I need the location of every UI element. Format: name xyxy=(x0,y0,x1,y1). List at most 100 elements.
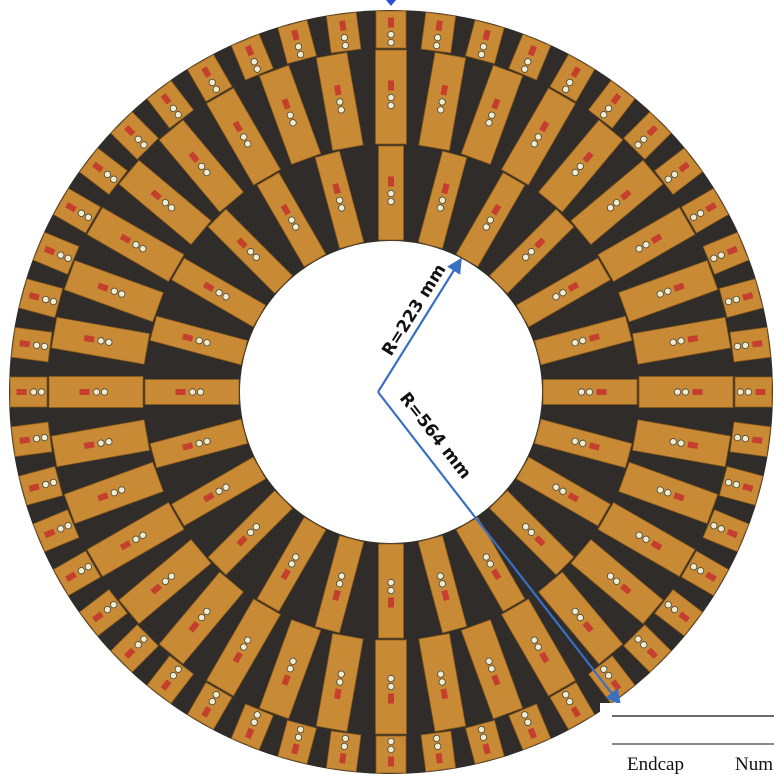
connector-dot xyxy=(212,85,220,93)
connector-dot xyxy=(736,388,745,396)
connector-dot xyxy=(134,641,142,649)
connector-dot xyxy=(485,119,493,127)
connector-dot xyxy=(434,33,442,42)
connector-dot xyxy=(338,572,346,580)
sensor-chip xyxy=(160,93,172,105)
connector-dot xyxy=(49,297,58,306)
sensor-chip xyxy=(726,245,739,256)
module-board xyxy=(110,624,159,673)
connector-dot xyxy=(105,438,113,446)
sensor-module xyxy=(158,119,245,213)
connector-dot xyxy=(433,41,441,50)
sensor-module xyxy=(501,598,576,697)
connector-dot xyxy=(732,480,740,489)
sensor-chip xyxy=(92,161,104,173)
connector-dot xyxy=(605,104,613,113)
top-marker-arrow-icon xyxy=(386,0,396,6)
sensor-chip xyxy=(646,125,658,137)
connector-dot xyxy=(32,435,41,443)
connector-dot xyxy=(613,199,621,207)
middle-ring xyxy=(48,49,734,735)
sensor-module xyxy=(534,418,633,469)
connector-dot xyxy=(562,85,570,93)
connector-dot xyxy=(140,141,148,149)
connector-dot xyxy=(252,523,260,531)
connector-dot xyxy=(436,204,444,212)
connector-dot xyxy=(244,636,252,644)
connector-dot xyxy=(167,204,176,212)
connector-dot xyxy=(292,223,300,231)
sensor-chip xyxy=(188,621,200,633)
connector-dot xyxy=(247,528,255,536)
sensor-modules xyxy=(9,10,773,774)
connector-dot xyxy=(110,175,118,183)
connector-dot xyxy=(562,691,570,699)
sensor-chip xyxy=(339,752,347,764)
sensor-chip xyxy=(339,20,347,32)
connector-dot xyxy=(577,388,586,396)
connector-dot xyxy=(250,58,258,66)
sensor-module xyxy=(79,588,128,637)
sensor-module xyxy=(418,633,467,732)
connector-dot xyxy=(294,733,303,741)
connector-dot xyxy=(488,111,496,119)
sensor-module xyxy=(549,53,596,103)
sensor-chip xyxy=(570,66,581,78)
sensor-chip xyxy=(388,756,394,767)
sensor-chip xyxy=(534,535,546,547)
table-header-background xyxy=(590,745,774,775)
sensor-module xyxy=(680,550,730,597)
connector-dot xyxy=(724,478,733,487)
outer-ring xyxy=(9,10,773,774)
sensor-chip xyxy=(687,441,699,450)
connector-dot xyxy=(741,435,750,443)
module-board xyxy=(718,278,764,318)
connector-dot xyxy=(696,567,705,575)
module-board xyxy=(623,624,672,673)
connector-dot xyxy=(77,209,86,217)
sensor-chip xyxy=(435,752,443,764)
connector-dot xyxy=(477,725,486,734)
sensor-chip xyxy=(527,44,538,57)
sensor-chip xyxy=(678,611,690,623)
module-board xyxy=(186,681,233,731)
connector-dot xyxy=(29,388,38,396)
module-board xyxy=(325,730,362,773)
sensor-chip xyxy=(65,571,77,582)
sensor-module xyxy=(515,456,611,527)
sensor-module xyxy=(537,119,624,213)
connector-dot xyxy=(40,434,49,442)
sensor-chip xyxy=(650,233,663,244)
connector-dot xyxy=(387,578,395,587)
sensor-module xyxy=(315,52,364,151)
sensor-module xyxy=(32,509,80,553)
sensor-module xyxy=(258,64,322,165)
sensor-module xyxy=(51,316,150,365)
module-board xyxy=(654,147,703,196)
connector-dot xyxy=(656,290,664,298)
sensor-module xyxy=(110,111,159,160)
connector-dot xyxy=(486,216,494,224)
sensor-chip xyxy=(236,237,248,249)
connector-dot xyxy=(527,248,535,256)
connector-dot xyxy=(289,657,297,665)
module-board xyxy=(718,466,764,506)
sensor-chip xyxy=(92,611,104,623)
sensor-chip xyxy=(160,679,172,691)
sensor-module xyxy=(597,502,696,577)
sensor-module xyxy=(729,421,772,458)
connector-dot xyxy=(292,553,300,561)
connector-dot xyxy=(387,674,395,683)
connector-dot xyxy=(670,170,679,178)
sensor-module xyxy=(718,278,764,318)
connector-dot xyxy=(77,567,86,575)
sensor-chip xyxy=(726,528,739,539)
sensor-module xyxy=(230,703,274,751)
sensor-module xyxy=(570,538,664,625)
sensor-module xyxy=(51,419,150,468)
connector-dot xyxy=(212,691,220,699)
connector-dot xyxy=(634,141,642,149)
connector-dot xyxy=(203,437,211,445)
connector-dot xyxy=(579,439,587,447)
connector-dot xyxy=(195,439,203,447)
